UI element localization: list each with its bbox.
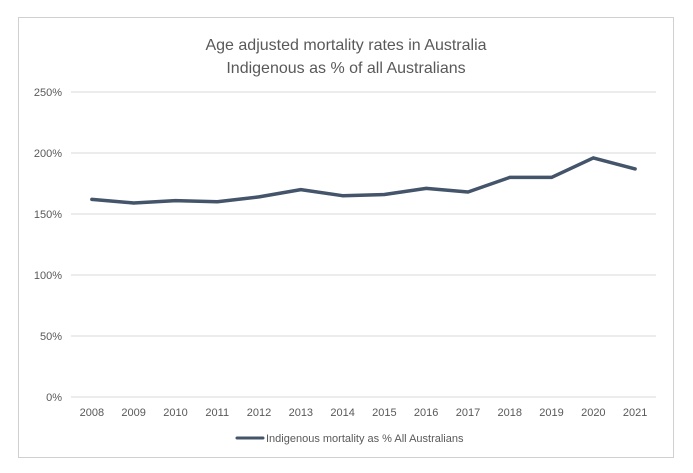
- x-tick-label: 2019: [539, 407, 563, 419]
- x-tick-label: 2010: [163, 407, 187, 419]
- data-point: [90, 197, 94, 201]
- chart-title: Age adjusted mortality rates in Australi…: [205, 37, 486, 77]
- x-tick-label: 2016: [414, 407, 438, 419]
- y-tick-label: 200%: [34, 148, 62, 160]
- data-point: [424, 186, 428, 190]
- data-point: [591, 156, 595, 160]
- chart-frame: [18, 17, 674, 458]
- x-tick-label: 2018: [498, 407, 522, 419]
- data-point: [173, 199, 177, 203]
- x-tick-label: 2011: [205, 407, 229, 419]
- y-tick-label: 0%: [46, 392, 62, 404]
- data-point: [132, 201, 136, 205]
- series-line-0: [90, 156, 637, 205]
- y-axis-ticks: 0% 50% 100% 150% 200% 250%: [34, 87, 62, 404]
- x-tick-label: 2017: [456, 407, 480, 419]
- data-point: [633, 167, 637, 171]
- x-tick-label: 2020: [581, 407, 605, 419]
- series-lines: [90, 156, 637, 205]
- x-tick-label: 2014: [330, 407, 354, 419]
- data-point: [341, 194, 345, 198]
- data-point: [550, 175, 554, 179]
- x-tick-label: 2012: [247, 407, 271, 419]
- y-tick-label: 50%: [40, 331, 62, 343]
- chart-title-line-1: Age adjusted mortality rates in Australi…: [205, 37, 486, 54]
- data-point: [382, 192, 386, 196]
- data-point: [466, 190, 470, 194]
- y-tick-label: 100%: [34, 270, 62, 282]
- data-point: [215, 200, 219, 204]
- y-tick-label: 150%: [34, 209, 62, 221]
- chart-title-line-2: Indigenous as % of all Australians: [226, 60, 465, 77]
- legend: Indigenous mortality as % All Australian…: [235, 433, 464, 445]
- x-tick-label: 2015: [372, 407, 396, 419]
- legend-label: Indigenous mortality as % All Australian…: [266, 433, 464, 445]
- data-point: [257, 195, 261, 199]
- gridlines: [71, 91, 656, 398]
- x-tick-label: 2008: [80, 407, 104, 419]
- data-point: [299, 188, 303, 192]
- x-axis-ticks: 2008 2009 2010 2011 2012 2013 2014 2015 2016 2017…: [80, 407, 648, 419]
- data-point: [508, 175, 512, 179]
- y-tick-label: 250%: [34, 87, 62, 99]
- x-tick-label: 2009: [121, 407, 145, 419]
- x-tick-label: 2021: [623, 407, 647, 419]
- x-tick-label: 2013: [289, 407, 313, 419]
